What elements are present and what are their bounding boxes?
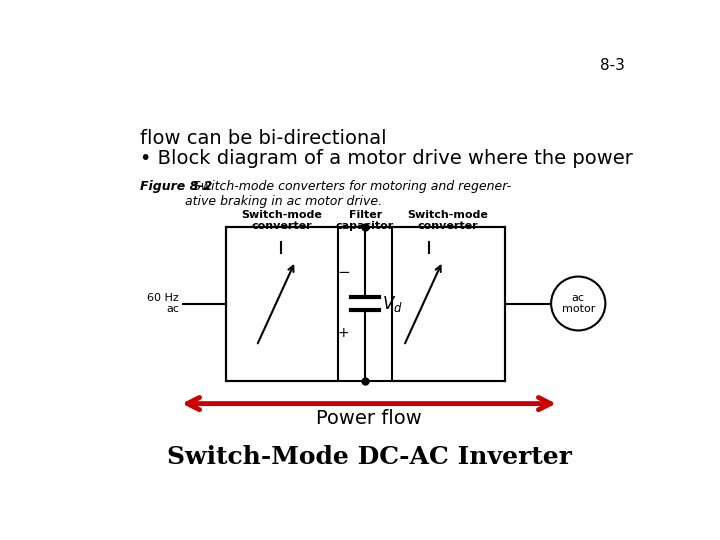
Ellipse shape — [551, 276, 606, 330]
Text: −: − — [337, 265, 350, 280]
Text: ac
motor: ac motor — [562, 293, 595, 314]
Text: Switch-mode converters for motoring and regener-
ative braking in ac motor drive: Switch-mode converters for motoring and … — [185, 180, 512, 208]
Text: Switch-Mode DC-AC Inverter: Switch-Mode DC-AC Inverter — [166, 446, 572, 469]
Text: Switch-mode
converter: Switch-mode converter — [408, 210, 488, 231]
Text: Filter
capacitor: Filter capacitor — [336, 210, 395, 231]
Text: flow can be bi-directional: flow can be bi-directional — [140, 130, 387, 148]
Text: • Block diagram of a motor drive where the power: • Block diagram of a motor drive where t… — [140, 150, 634, 168]
Text: +: + — [338, 326, 349, 340]
Text: Switch-mode
converter: Switch-mode converter — [241, 210, 322, 231]
Text: $V_d$: $V_d$ — [382, 294, 403, 314]
Bar — [392, 226, 505, 381]
Text: Power flow: Power flow — [316, 409, 422, 429]
Text: 8-3: 8-3 — [600, 57, 625, 72]
Text: Figure 8-2: Figure 8-2 — [140, 180, 212, 193]
Text: 60 Hz
ac: 60 Hz ac — [148, 293, 179, 314]
Bar — [225, 226, 338, 381]
